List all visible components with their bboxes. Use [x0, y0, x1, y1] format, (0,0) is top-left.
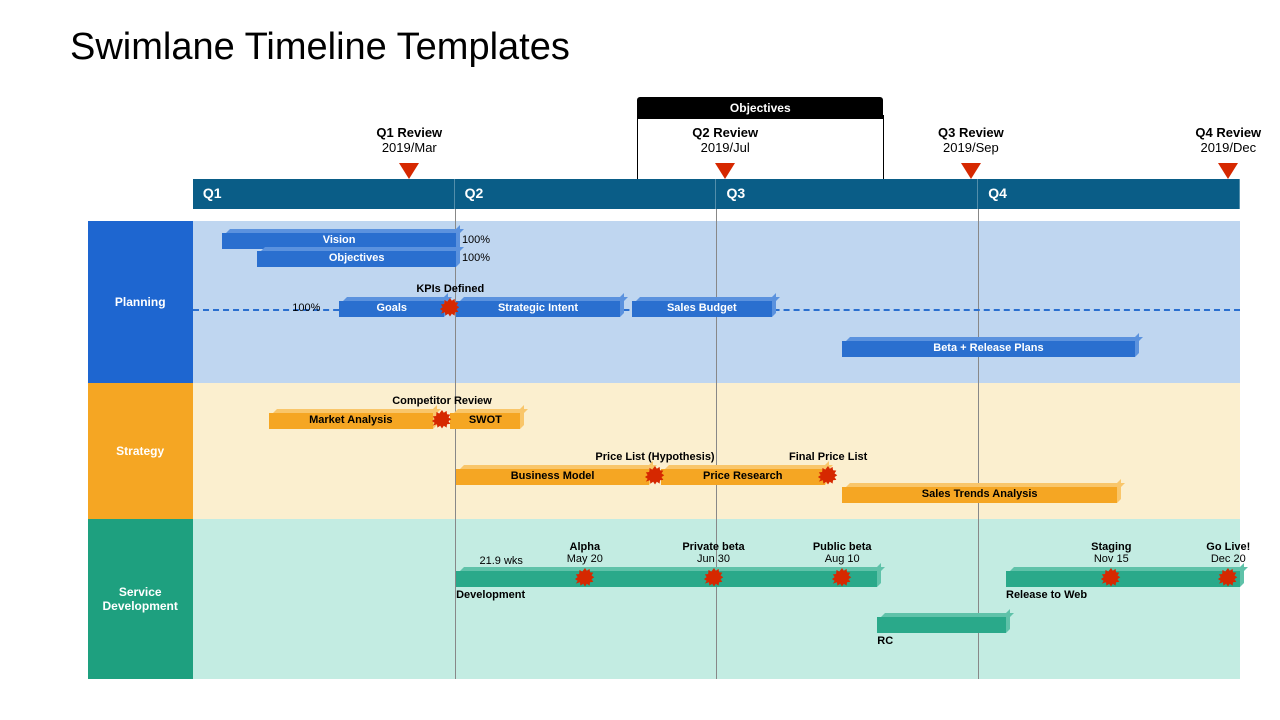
task-label: Objectives [257, 252, 456, 264]
objectives-tab: Objectives [637, 97, 883, 119]
gridline [716, 209, 717, 679]
task-label: Development [456, 589, 525, 601]
task-label: Strategic Intent [456, 302, 620, 314]
review-label: Q2 Review2019/Jul [665, 125, 785, 155]
quarter-cell: Q2 [455, 179, 717, 209]
task-label: Market Analysis [269, 414, 433, 426]
objectives-bracket [637, 115, 638, 179]
milestone-burst-icon [431, 410, 453, 432]
gridline [455, 209, 456, 679]
milestone-label: StagingNov 15 [1091, 541, 1131, 565]
milestone-label: Go Live!Dec 20 [1206, 541, 1250, 565]
task-label: RC [877, 635, 893, 647]
milestone-label: Public betaAug 10 [813, 541, 872, 565]
review-marker-icon [399, 163, 419, 179]
task-label: Vision [222, 234, 456, 246]
gridline [978, 209, 979, 679]
milestone-label: Price List (Hypothesis) [595, 451, 714, 463]
milestone-burst-icon [831, 568, 853, 590]
swimlane-chart: Objectives Q1 Review2019/Mar Q2 Review2019… [70, 87, 1240, 687]
task-bar [456, 571, 877, 587]
review-marker-icon [1218, 163, 1238, 179]
task-label: Sales Trends Analysis [842, 488, 1117, 500]
milestone-label: Final Price List [789, 451, 867, 463]
milestone-burst-icon [703, 568, 725, 590]
task-label: Sales Budget [632, 302, 772, 314]
quarter-band: Q1Q2Q3Q4 [193, 179, 1240, 209]
milestone-burst-icon [574, 568, 596, 590]
review-label: Q4 Review2019/Dec [1168, 125, 1280, 155]
task-label: Release to Web [1006, 589, 1087, 601]
milestone-burst-icon [439, 298, 461, 320]
milestone-label: Private betaJun 30 [682, 541, 744, 565]
task-label: Goals [339, 302, 444, 314]
milestone-burst-icon [1217, 568, 1239, 590]
task-label: Beta + Release Plans [842, 342, 1135, 354]
milestone-burst-icon [644, 466, 666, 488]
review-marker-icon [961, 163, 981, 179]
task-label: SWOT [450, 414, 520, 426]
task-label: Price Research [661, 470, 825, 482]
lane-header: Strategy [88, 383, 193, 519]
milestone-label: Competitor Review [392, 395, 492, 407]
quarter-cell: Q3 [716, 179, 978, 209]
lane-header: Service Development [88, 519, 193, 679]
review-label: Q3 Review2019/Sep [911, 125, 1031, 155]
task-bar [1006, 571, 1240, 587]
task-bar [877, 617, 1006, 633]
milestone-label: KPIs Defined [416, 283, 484, 295]
slide: Swimlane Timeline Templates Objectives Q1… [0, 0, 1280, 720]
pct-label: 100% [292, 302, 320, 314]
quarter-cell: Q1 [193, 179, 455, 209]
objectives-bracket [883, 115, 884, 179]
task-label: Business Model [456, 470, 649, 482]
slide-title: Swimlane Timeline Templates [70, 26, 1240, 69]
pct-label: 100% [462, 234, 490, 246]
quarter-cell: Q4 [978, 179, 1240, 209]
lane-header: Planning [88, 221, 193, 383]
milestone-burst-icon [817, 466, 839, 488]
review-label: Q1 Review2019/Mar [349, 125, 469, 155]
duration-label: 21.9 wks [480, 555, 523, 567]
milestone-label: AlphaMay 20 [567, 541, 603, 565]
review-marker-icon [715, 163, 735, 179]
pct-label: 100% [462, 252, 490, 264]
milestone-burst-icon [1100, 568, 1122, 590]
